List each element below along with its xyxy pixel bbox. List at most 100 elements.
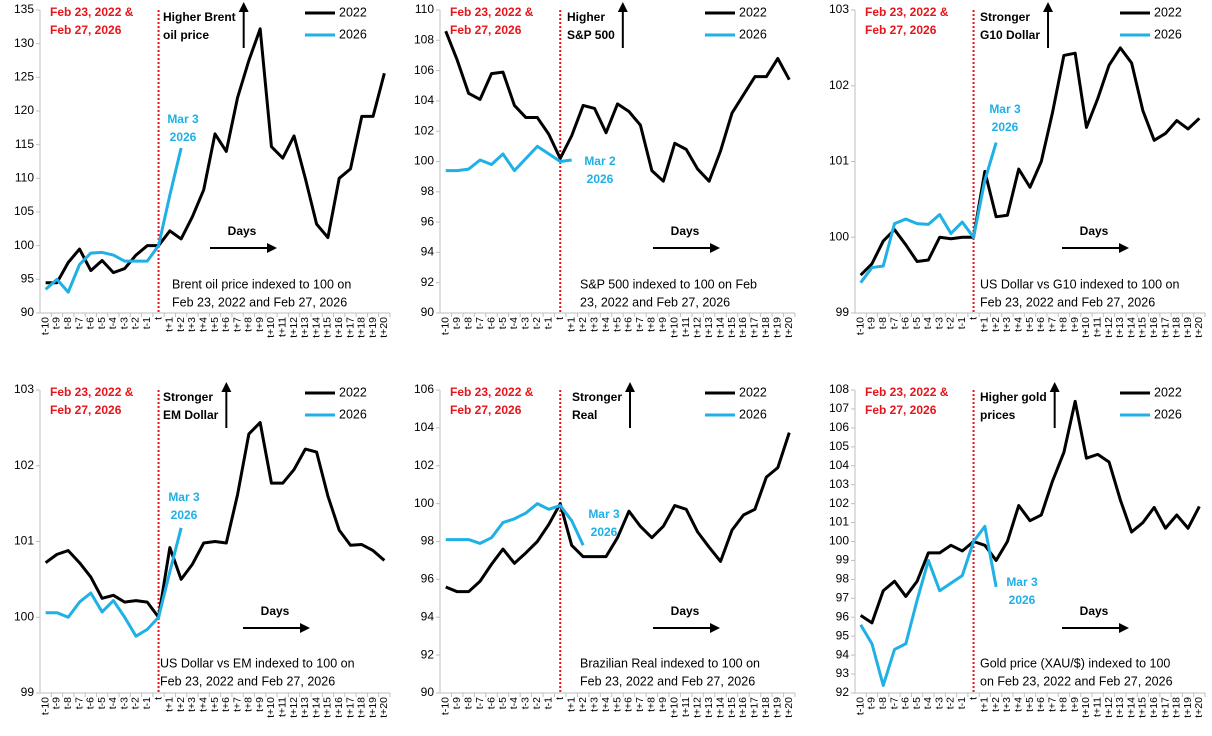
x-tick-label: t+14: [714, 317, 726, 338]
days-label: Days: [1080, 604, 1109, 618]
note-label: US Dollar vs EM indexed to 100 on: [160, 656, 355, 670]
x-tick-label: t+18: [760, 317, 772, 338]
y-tick-label: 125: [14, 70, 34, 84]
x-tick-label: t-8: [877, 697, 889, 709]
y-tick-label: 102: [14, 458, 34, 472]
y-tick-label: 106: [414, 382, 434, 396]
x-tick-label: t+6: [623, 697, 635, 712]
x-tick-label: t+11: [680, 317, 692, 337]
x-tick-label: t+16: [1148, 697, 1160, 718]
x-tick-label: t+13: [703, 697, 715, 718]
legend-label: 2022: [339, 385, 367, 399]
x-tick-label: t-2: [130, 697, 142, 709]
legend-label: 2022: [739, 385, 767, 399]
x-tick-label: t-1: [543, 697, 555, 709]
chart-panel: 92 93 94 95 96 97 98 99 100 101 102 103 104 105 106 107…: [829, 382, 1206, 718]
legend-label: 2026: [339, 407, 367, 421]
y-tick-label: 100: [414, 154, 434, 168]
x-tick-label: t+6: [623, 317, 635, 332]
x-tick-label: t-10: [854, 317, 866, 335]
x-tick-label: t+3: [588, 697, 600, 712]
x-tick-label: t-2: [531, 317, 543, 329]
x-tick-label: t-5: [911, 697, 923, 709]
direction-label: Stronger: [572, 390, 622, 404]
date-label: Feb 23, 2022 &: [865, 385, 949, 399]
x-tick-label: t+4: [600, 317, 612, 332]
x-tick-label: t+3: [588, 317, 600, 332]
note-label: Gold price (XAU/$) indexed to 100: [980, 656, 1170, 670]
x-tick-label: t+3: [1001, 317, 1013, 332]
series-line: [859, 142, 998, 284]
x-tick-label: t+2: [175, 317, 187, 332]
note-label: US Dollar vs G10 indexed to 100 on: [980, 277, 1179, 291]
x-tick-label: t+2: [577, 697, 589, 712]
x-tick-label: t+16: [333, 317, 345, 338]
latest-label: Mar 2: [584, 154, 616, 168]
y-tick-label: 96: [421, 572, 435, 586]
x-tick-label: t+6: [220, 697, 232, 712]
x-tick-label: t-6: [85, 697, 97, 709]
x-tick-label: t+16: [737, 697, 749, 718]
x-tick-label: t-5: [96, 697, 108, 709]
y-tick-label: 98: [421, 184, 435, 198]
latest-label: Mar 3: [989, 102, 1021, 116]
note-label: Feb 23, 2022 and Feb 27, 2026: [980, 295, 1155, 309]
latest-label: Mar 3: [588, 507, 620, 521]
series-line: [45, 527, 183, 638]
note-label: on Feb 23, 2022 and Feb 27, 2026: [980, 674, 1173, 688]
x-tick-label: t+3: [186, 317, 198, 332]
x-tick-label: t-1: [956, 697, 968, 709]
x-tick-label: t-8: [462, 697, 474, 709]
x-tick-label: t+10: [265, 697, 277, 718]
x-tick-label: t-4: [922, 697, 934, 709]
x-tick-label: t+12: [1103, 317, 1115, 338]
x-tick-label: t+16: [1148, 317, 1160, 338]
x-tick-label: t-10: [39, 697, 51, 715]
direction-label: prices: [980, 408, 1016, 422]
x-tick-label: t-9: [451, 697, 463, 709]
y-tick-label: 115: [15, 137, 34, 151]
x-tick-label: t+10: [669, 317, 681, 338]
x-tick-label: t+8: [1058, 697, 1070, 712]
y-tick-label: 101: [829, 515, 849, 529]
date-label: Feb 23, 2022 &: [50, 385, 134, 399]
days-label: Days: [261, 604, 290, 618]
x-tick-label: t+13: [1114, 317, 1126, 338]
days-label: Days: [671, 224, 700, 238]
legend-label: 2026: [339, 27, 367, 41]
y-tick-label: 100: [414, 496, 434, 510]
x-tick-label: t+20: [1193, 317, 1205, 338]
direction-label: oil price: [163, 28, 209, 42]
x-tick-label: t+1: [979, 697, 991, 712]
y-tick-label: 102: [414, 123, 434, 137]
x-tick-label: t+4: [1012, 317, 1024, 332]
x-tick-label: t-3: [118, 697, 130, 709]
x-tick-label: t-8: [62, 317, 74, 329]
x-tick-label: t-5: [96, 317, 108, 329]
x-tick-label: t-4: [107, 697, 119, 709]
y-tick-label: 101: [14, 534, 34, 548]
x-tick-label: t+6: [1035, 697, 1047, 712]
x-tick-label: t+7: [1046, 697, 1058, 712]
y-tick-label: 102: [829, 496, 849, 510]
x-tick-label: t+11: [1092, 317, 1104, 337]
x-tick-label: t+12: [288, 697, 300, 718]
x-tick-label: t+20: [783, 317, 795, 338]
x-tick-label: t+10: [265, 317, 277, 338]
series-line: [445, 502, 585, 546]
x-tick-label: t+2: [577, 317, 589, 332]
y-tick-label: 102: [414, 458, 434, 472]
series-line: [859, 46, 1201, 277]
x-tick-label: t-1: [141, 317, 153, 329]
x-tick-label: t-1: [543, 317, 555, 329]
x-tick-label: t+18: [1171, 317, 1183, 338]
x-tick-label: t: [554, 317, 566, 320]
y-tick-label: 94: [836, 647, 850, 661]
x-tick-label: t+15: [322, 317, 334, 338]
y-tick-label: 135: [14, 2, 34, 16]
x-tick-label: t+17: [749, 317, 761, 338]
x-tick-label: t+8: [243, 317, 255, 332]
y-tick-label: 105: [829, 439, 849, 453]
series-line: [859, 399, 1201, 625]
